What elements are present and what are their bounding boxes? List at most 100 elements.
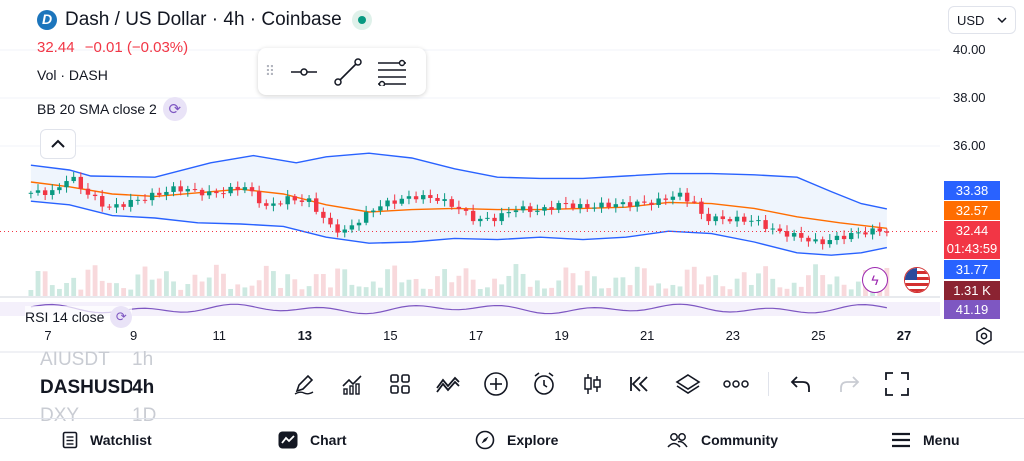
candle-body [699, 201, 704, 214]
volume-bar [798, 286, 804, 296]
volume-bar [35, 271, 41, 296]
rsi-refresh-icon[interactable]: ⟳ [110, 306, 133, 328]
replay-button[interactable] [616, 366, 664, 402]
layouts-icon [390, 374, 410, 394]
volume-bar [592, 276, 597, 296]
flag-graphic [905, 268, 929, 292]
volume-bar [28, 290, 34, 296]
lightning-icon[interactable]: ϟ [862, 267, 888, 293]
candle-body [435, 197, 440, 201]
fullscreen-button[interactable] [873, 366, 921, 402]
candle-body [599, 202, 604, 208]
nav-explore[interactable]: Explore [475, 419, 558, 461]
volume-bar [706, 276, 711, 296]
undo-button[interactable] [777, 366, 825, 402]
candle-body [285, 196, 290, 205]
candle-body [520, 206, 526, 211]
symbol-interval: 1D [132, 405, 157, 426]
volume-bar [221, 273, 226, 296]
chart-type-button[interactable] [568, 366, 616, 402]
candle-body [884, 231, 890, 233]
volume-bar [677, 286, 683, 296]
volume-bar [435, 276, 440, 296]
time-label: 17 [468, 328, 484, 343]
candle-body [378, 206, 383, 211]
volume-bar [399, 282, 405, 296]
volume-bar [192, 274, 198, 296]
symbol-item[interactable]: AIUSDT 1h [40, 346, 175, 374]
volume-bar [634, 266, 640, 296]
fib-tool[interactable] [370, 48, 414, 95]
volume-layer [28, 264, 890, 296]
bb-label: BB 20 SMA close 2 [37, 101, 157, 117]
candle-body [492, 217, 497, 222]
volume-bar [185, 284, 191, 296]
rsi-pane [0, 302, 940, 316]
candle-body [577, 204, 583, 209]
symbol-item-current[interactable]: DASHUSD 4h [40, 374, 175, 402]
candle-body [399, 198, 405, 204]
redo-button[interactable] [825, 366, 873, 402]
nav-label: Chart [310, 432, 347, 448]
alert-button[interactable] [520, 366, 568, 402]
candle-body [85, 188, 91, 195]
nav-community[interactable]: Community [667, 419, 778, 461]
time-label: 21 [639, 328, 655, 343]
bb-legend[interactable]: BB 20 SMA close 2 ⟳ [37, 97, 187, 121]
compare-button[interactable] [424, 366, 472, 402]
candle-body [677, 192, 683, 197]
candle-body [314, 198, 319, 212]
layouts-button[interactable] [376, 366, 424, 402]
us-flag-icon[interactable] [904, 267, 930, 293]
horizontal-line-icon [291, 67, 317, 76]
nav-watchlist[interactable]: Watchlist [62, 419, 152, 461]
volume-bar [263, 265, 269, 296]
collapse-legend-button[interactable] [40, 129, 76, 159]
volume-bar [470, 279, 476, 296]
chart-settings-icon[interactable] [974, 326, 994, 346]
candle-body [849, 232, 854, 240]
horizontal-line-tool[interactable] [282, 48, 326, 95]
candle-body [791, 233, 797, 237]
volume-bar [92, 265, 98, 296]
last-price-badge: 32.44 01:43:59 [944, 221, 1000, 259]
more-button[interactable] [712, 366, 760, 402]
currency-select[interactable]: USD [948, 6, 1016, 34]
bb-lower-badge: 31.77 [944, 260, 1000, 279]
candle-body [649, 202, 654, 206]
drag-handle-icon[interactable]: ⠿ [264, 63, 276, 79]
candle-body [185, 189, 191, 192]
indicators-button[interactable] [328, 366, 376, 402]
candle-body [428, 195, 433, 198]
candle-body [28, 192, 34, 194]
layers-button[interactable] [664, 366, 712, 402]
volume-bar [271, 271, 276, 296]
candle-body [413, 196, 419, 200]
rsi-legend[interactable]: RSI 14 close ⟳ [25, 306, 133, 328]
fib-retracement-icon [378, 59, 406, 86]
candle-body [278, 203, 283, 205]
draw-button[interactable] [280, 366, 328, 402]
volume-bar [78, 289, 84, 296]
candle-body [463, 209, 469, 211]
add-button[interactable] [472, 366, 520, 402]
volume-bar [813, 264, 818, 296]
candle-body [613, 204, 619, 208]
chevron-down-icon [997, 17, 1007, 23]
refresh-icon[interactable]: ⟳ [162, 97, 187, 121]
drawing-toolbar: ⠿ [258, 48, 426, 95]
nav-chart[interactable]: Chart [278, 419, 347, 461]
volume-bar [855, 281, 861, 296]
compare-icon [436, 376, 460, 393]
symbol-item[interactable]: DXY 1D [40, 402, 175, 430]
volume-bar [85, 269, 91, 296]
symbol-title[interactable]: Dash / US Dollar · 4h · Coinbase [65, 9, 342, 30]
nav-menu[interactable]: Menu [891, 419, 960, 461]
volume-bar [99, 280, 105, 296]
candle-body [171, 186, 176, 192]
trend-line-tool[interactable] [326, 48, 370, 95]
volume-legend[interactable]: Vol · DASH [37, 67, 108, 83]
symbol-switcher[interactable]: AIUSDT 1h DASHUSD 4h DXY 1D [40, 346, 175, 430]
last-price-value: 32.44 [955, 223, 989, 238]
